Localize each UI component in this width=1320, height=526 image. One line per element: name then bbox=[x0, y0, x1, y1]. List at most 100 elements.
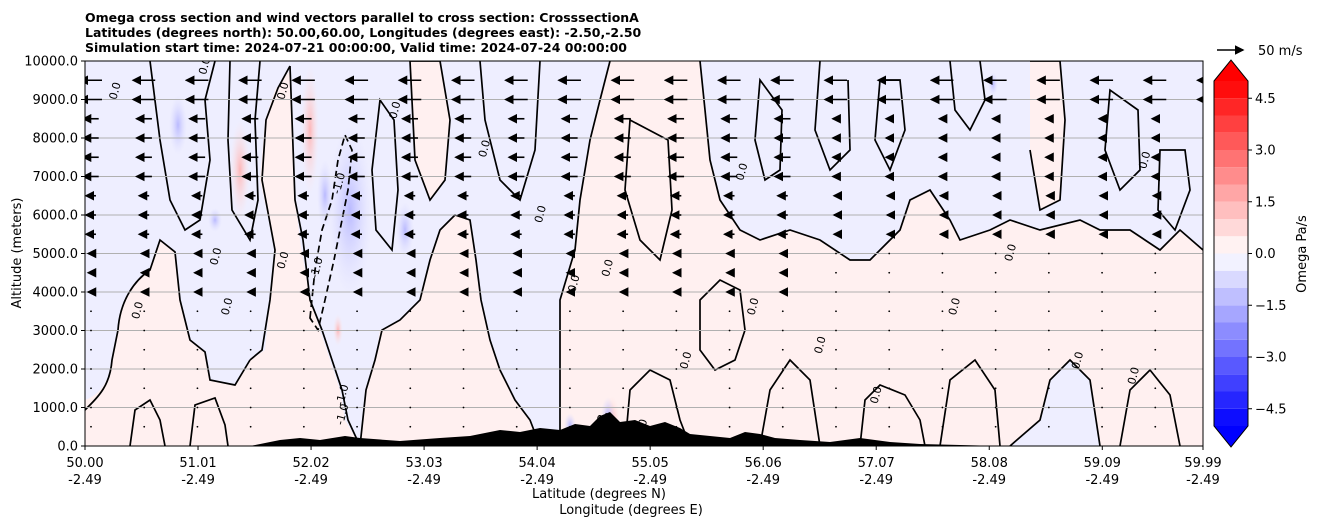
x-tick-label-lat: 52.02 bbox=[292, 456, 329, 471]
wind-vector bbox=[781, 329, 784, 332]
contour-zero bbox=[949, 61, 986, 132]
wind-vector bbox=[1101, 406, 1103, 409]
quiver-key-label: 50 m/s bbox=[1258, 44, 1303, 59]
wind-vector bbox=[462, 310, 465, 313]
wind-vector bbox=[941, 310, 944, 313]
contour-label: 0.0 bbox=[386, 100, 403, 120]
wind-vector bbox=[1154, 425, 1157, 428]
colorbar-level bbox=[1214, 219, 1248, 237]
wind-vector bbox=[143, 310, 146, 313]
colorbar-level bbox=[1214, 98, 1248, 116]
wind-vector bbox=[409, 329, 412, 332]
contour-zero bbox=[85, 238, 251, 411]
colorbar-level bbox=[1214, 115, 1248, 133]
wind-vector bbox=[728, 310, 731, 313]
wind-vector bbox=[1208, 349, 1210, 351]
y-tick-label: 4000.0 bbox=[33, 286, 79, 301]
wind-vector bbox=[249, 348, 252, 351]
wind-vector bbox=[941, 271, 944, 274]
contour-label: -2. bbox=[594, 409, 610, 426]
contour-zero bbox=[409, 61, 451, 202]
contour-label: 0.0 bbox=[207, 246, 224, 266]
wind-vector bbox=[622, 368, 625, 370]
wind-vector bbox=[409, 310, 412, 313]
title-line-3: Simulation start time: 2024-07-21 00:00:… bbox=[85, 40, 627, 55]
contour-label: 0.0 bbox=[129, 300, 146, 320]
wind-vector bbox=[409, 368, 412, 370]
colorbar-level bbox=[1214, 81, 1248, 99]
wind-vector bbox=[1047, 387, 1050, 390]
wind-vector bbox=[994, 291, 997, 293]
wind-vector bbox=[941, 425, 944, 428]
contour-label: 0.0 bbox=[733, 162, 750, 182]
contour-label: 0.0 bbox=[565, 273, 582, 293]
wind-vector bbox=[462, 406, 465, 409]
contour-label: 0.0 bbox=[196, 56, 213, 76]
wind-vector bbox=[675, 387, 678, 390]
wind-vector bbox=[569, 329, 571, 332]
y-tick-label: 3000.0 bbox=[33, 324, 79, 339]
x-tick-label-lon: -2.49 bbox=[1186, 473, 1220, 488]
wind-vector bbox=[941, 291, 944, 293]
wind-vector bbox=[356, 329, 358, 332]
contour-zero bbox=[1029, 61, 1066, 212]
wind-vector bbox=[888, 425, 891, 428]
grid bbox=[85, 99, 1203, 408]
colorbar-level bbox=[1214, 150, 1248, 168]
wind-vector bbox=[302, 406, 305, 409]
contour-zero bbox=[1009, 358, 1101, 446]
wind-vector bbox=[462, 329, 465, 332]
y-tick-label: 8000.0 bbox=[33, 132, 79, 147]
colorbar-level bbox=[1214, 236, 1248, 254]
colorbar-level bbox=[1214, 408, 1248, 426]
x-tick-label-lat: 51.01 bbox=[179, 456, 216, 471]
contour-label: 0.0 bbox=[677, 350, 694, 370]
wind-vector bbox=[143, 425, 146, 428]
x-tick-label-lat: 55.05 bbox=[632, 456, 669, 471]
wind-vector bbox=[1101, 329, 1103, 332]
colorbar-outline bbox=[1213, 59, 1249, 448]
wind-vector bbox=[1047, 291, 1050, 293]
title-line-2: Latitudes (degrees north): 50.00,60.00, … bbox=[85, 25, 642, 40]
wind-vector bbox=[888, 310, 891, 313]
wind-vector bbox=[462, 368, 465, 370]
wind-vector bbox=[1208, 426, 1210, 428]
contour-zero bbox=[227, 61, 261, 243]
wind-vector bbox=[835, 291, 837, 293]
colorbar-level bbox=[1214, 357, 1248, 375]
wind-vector bbox=[90, 310, 92, 313]
wind-vector bbox=[462, 425, 465, 428]
wind-vector bbox=[249, 387, 252, 390]
wind-vector bbox=[90, 368, 92, 370]
wind-vector bbox=[622, 348, 625, 351]
wind-vector bbox=[515, 387, 518, 390]
contour-label: 0.0 bbox=[1002, 242, 1019, 262]
wind-vector bbox=[356, 425, 358, 428]
wind-vector bbox=[143, 329, 146, 332]
wind-vector bbox=[1101, 310, 1103, 313]
wind-vector bbox=[1047, 425, 1050, 428]
wind-vector bbox=[196, 387, 199, 390]
contour-zero bbox=[754, 77, 783, 182]
wind-vector bbox=[569, 310, 571, 313]
y-axis: 0.0 1000.0 2000.0 3000.0 4000.0 5000.0 6000.0 7… bbox=[24, 55, 85, 455]
omega-cell-negative bbox=[328, 125, 372, 295]
wind-vector bbox=[941, 348, 944, 351]
contour-label: 0.0 bbox=[532, 204, 549, 224]
contour-zero bbox=[699, 278, 746, 372]
x-tick-label-lat: 54.04 bbox=[519, 456, 556, 471]
y-tick-label: 2000.0 bbox=[33, 363, 79, 378]
wind-vector bbox=[1101, 368, 1103, 370]
omega-cell-negative bbox=[317, 160, 333, 230]
wind-vector bbox=[302, 387, 305, 390]
contour-label: 0.0 bbox=[812, 335, 829, 355]
x-tick-label-lon: -2.49 bbox=[972, 473, 1006, 488]
wind-vector bbox=[1208, 272, 1210, 274]
contour-label: 0.0 bbox=[275, 250, 292, 270]
x-tick-label-lon: -2.49 bbox=[407, 473, 441, 488]
contour-zero bbox=[814, 61, 851, 172]
colorbar-level bbox=[1214, 305, 1248, 323]
x-axis-label-longitude: Longitude (degrees E) bbox=[559, 503, 703, 518]
y-tick-label: 0.0 bbox=[57, 440, 78, 455]
wind-vector bbox=[888, 291, 891, 293]
